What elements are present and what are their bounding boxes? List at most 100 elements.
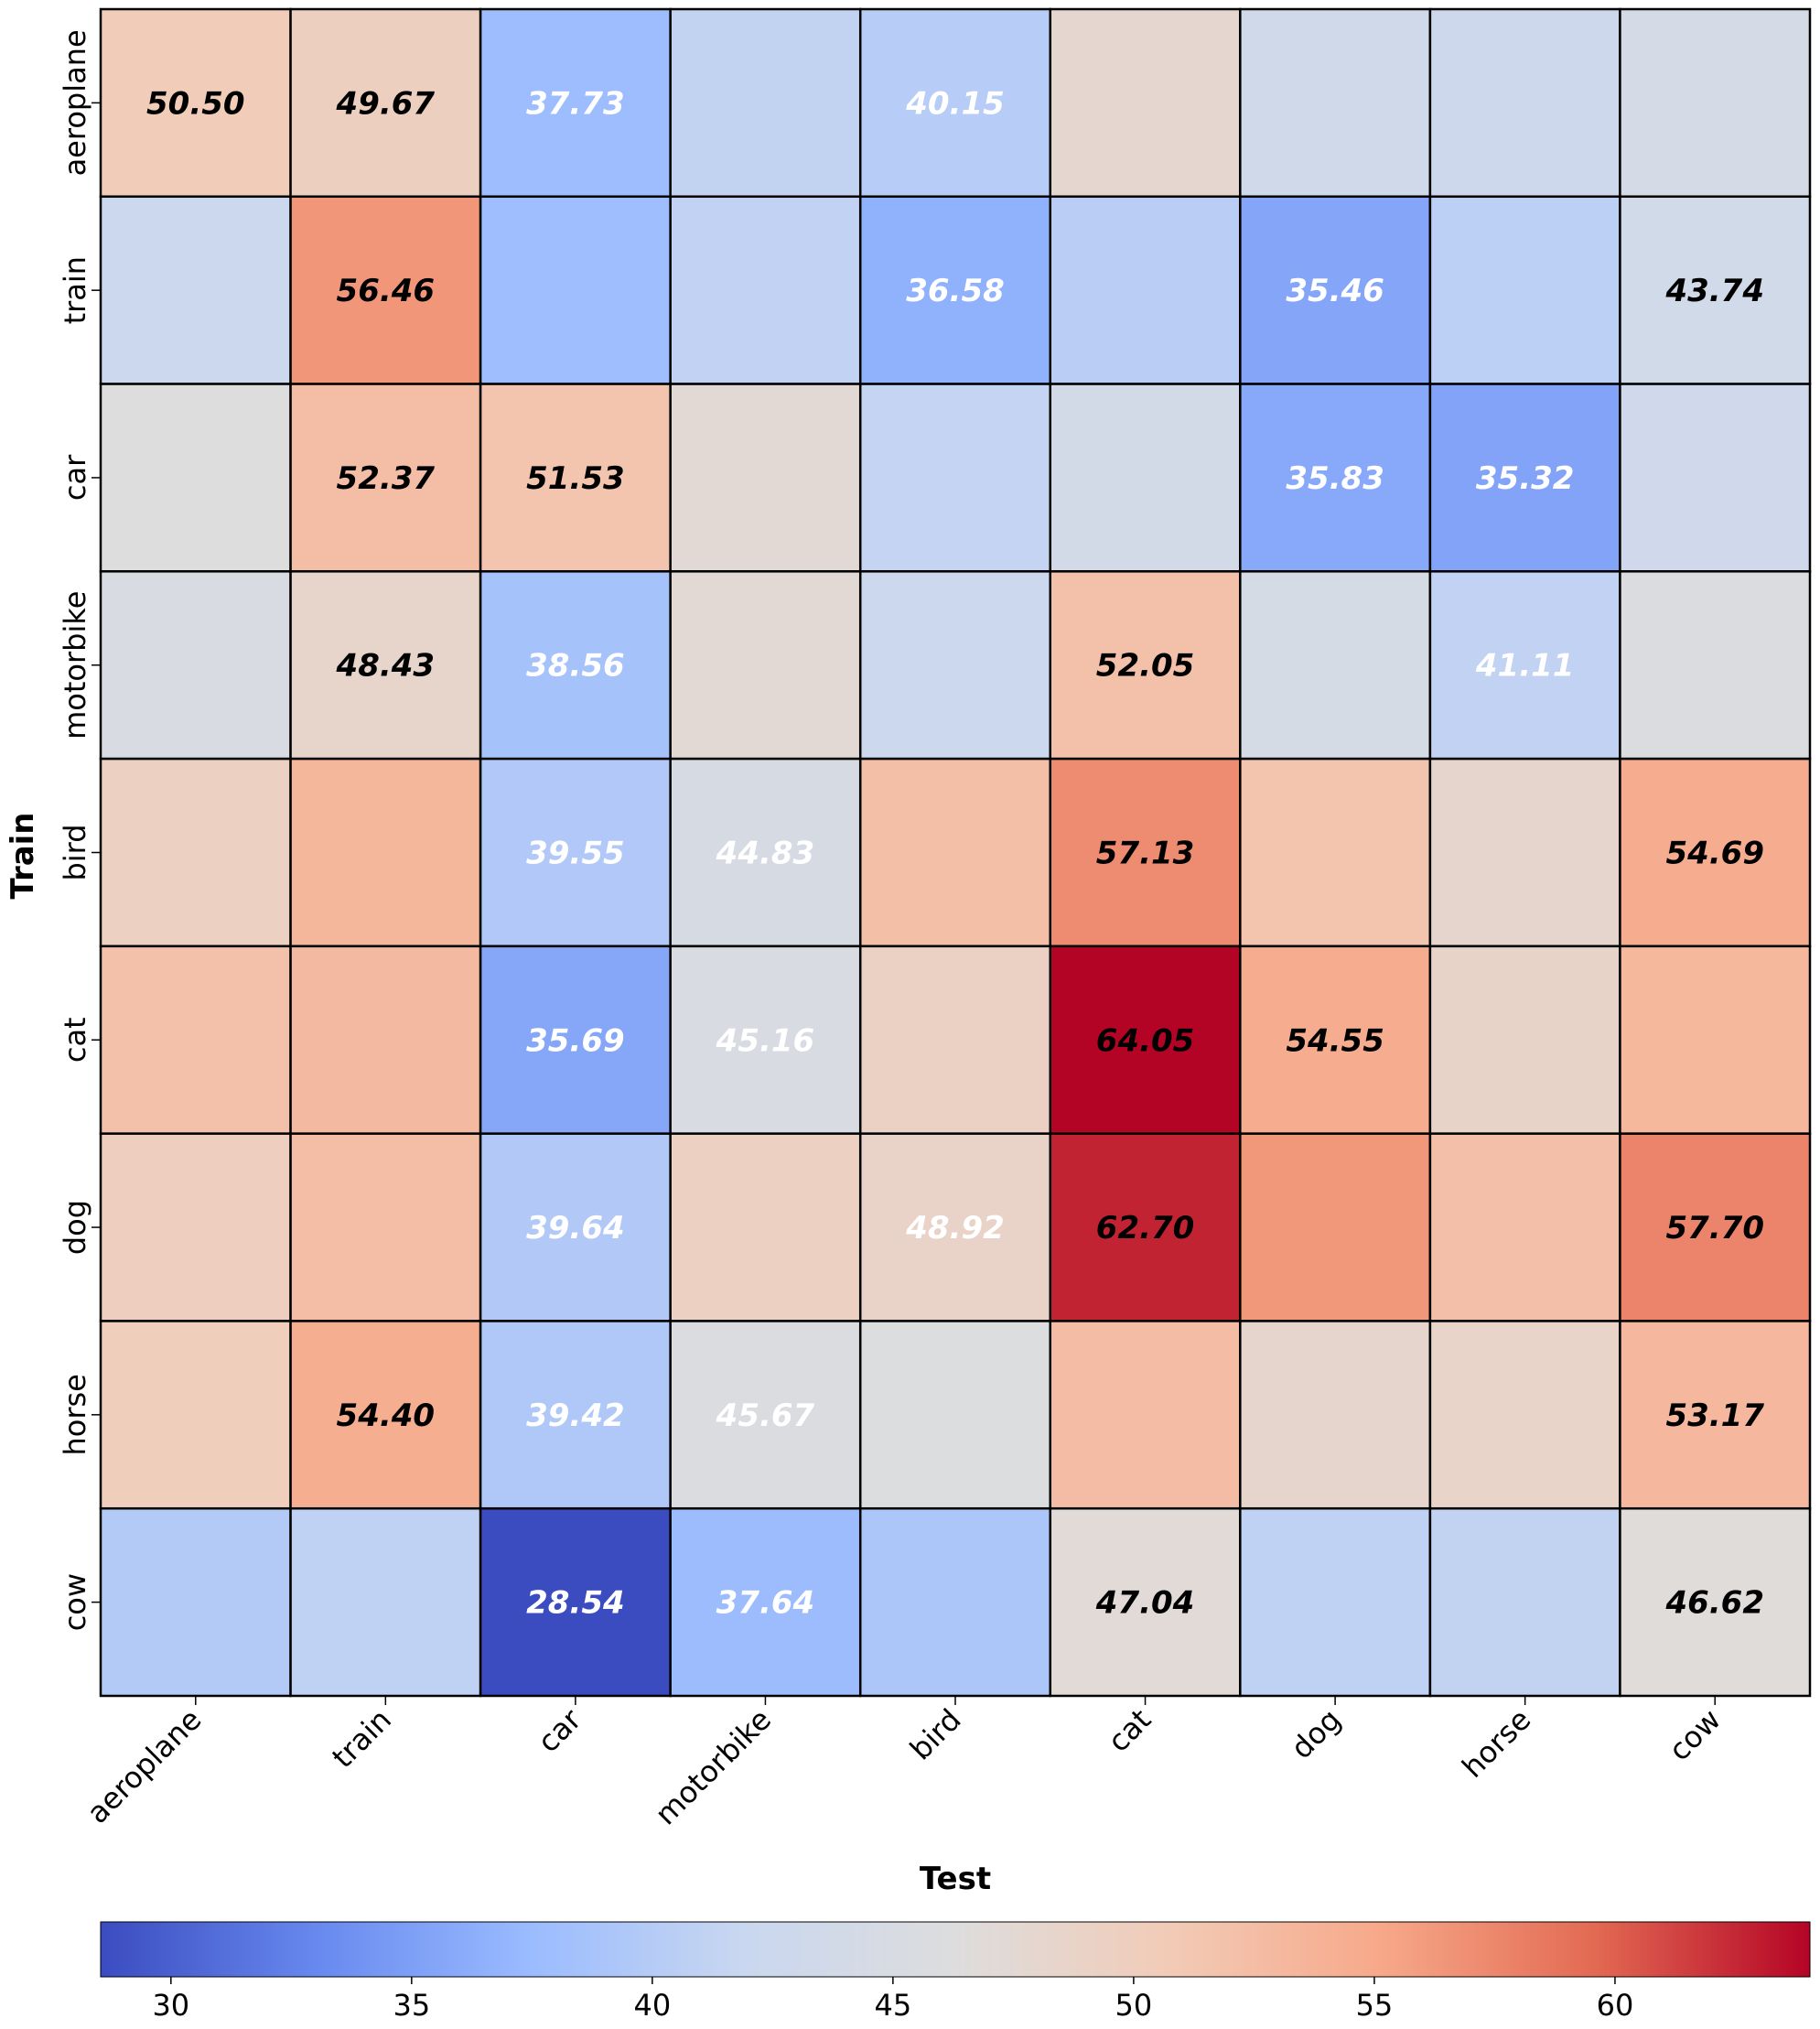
heatmap-cell-aeroplane-car — [479, 7, 672, 199]
heatmap-cell-aeroplane-train — [289, 7, 482, 199]
cell-label-aeroplane-car: 37.73 — [526, 85, 625, 122]
heatmap-cell-bird-cow — [1619, 757, 1812, 948]
heatmap-cell-cat-cow — [1619, 944, 1812, 1135]
heatmap-cell-motorbike-bird — [858, 570, 1052, 761]
heatmap-cell-car-bird — [858, 383, 1052, 573]
cell-label-horse-train: 54.40 — [337, 1398, 436, 1434]
heatmap-cell-motorbike-cow — [1619, 570, 1812, 761]
heatmap-cell-cow-dog — [1239, 1506, 1432, 1698]
heatmap-cell-horse-cat — [1049, 1320, 1242, 1510]
colorbar-tick-label-50: 50 — [1115, 1988, 1153, 2023]
x-tick-label-cat: cat — [1101, 1702, 1158, 1759]
heatmap-cell-cow-horse — [1428, 1506, 1621, 1698]
heatmap-cell-train-cow — [1619, 195, 1812, 385]
heatmap-cell-horse-train — [289, 1320, 482, 1510]
cell-label-motorbike-horse: 41.11 — [1475, 648, 1575, 685]
heatmap-cell-cow-bird — [858, 1506, 1052, 1698]
heatmap-cell-car-motorbike — [669, 383, 862, 573]
heatmap-cell-motorbike-dog — [1239, 570, 1432, 761]
cell-label-cat-dog: 54.55 — [1286, 1022, 1384, 1059]
heatmap-cell-bird-dog — [1239, 757, 1432, 948]
cell-label-motorbike-cat: 52.05 — [1096, 648, 1195, 685]
heatmap-cell-dog-car — [479, 1132, 672, 1322]
cell-label-horse-motorbike: 45.67 — [716, 1398, 815, 1434]
heatmap-cells — [99, 7, 1812, 1698]
heatmap-cell-cat-horse — [1428, 944, 1621, 1135]
colorbar-tick-label-35: 35 — [393, 1988, 430, 2023]
cell-label-train-dog: 35.46 — [1286, 273, 1384, 309]
x-tick-label-cow: cow — [1662, 1702, 1728, 1768]
cell-label-dog-bird: 48.92 — [905, 1210, 1005, 1247]
heatmap-cell-aeroplane-horse — [1428, 7, 1621, 199]
x-tick-label-train: train — [325, 1702, 398, 1775]
x-tick-label-motorbike: motorbike — [648, 1702, 778, 1832]
cell-label-cat-cat: 64.05 — [1096, 1022, 1195, 1059]
heatmap-cell-motorbike-horse — [1428, 570, 1621, 761]
heatmap-cell-dog-cat — [1049, 1132, 1242, 1322]
heatmap-cell-cat-car — [479, 944, 672, 1135]
cell-label-car-train: 52.37 — [337, 460, 436, 497]
heatmap-cell-train-bird — [858, 195, 1052, 385]
x-axis-label: Test — [920, 1861, 991, 1897]
heatmap-cell-cow-aeroplane — [99, 1506, 292, 1698]
cell-label-aeroplane-train: 49.67 — [336, 85, 436, 122]
heatmap-cell-car-cow — [1619, 383, 1812, 573]
cell-label-cow-cat: 47.04 — [1095, 1585, 1195, 1622]
heatmap-cell-car-cat — [1049, 383, 1242, 573]
cell-label-cat-motorbike: 45.16 — [716, 1022, 815, 1059]
x-axis-tick-labels: aeroplane train car motorbike bird cat dog hors… — [80, 1696, 1728, 1831]
y-tick-label-cow: cow — [58, 1573, 92, 1631]
heatmap-cell-horse-aeroplane — [99, 1320, 292, 1510]
heatmap-cell-cow-cow — [1619, 1506, 1812, 1698]
heatmap-cell-cow-cat — [1049, 1506, 1242, 1698]
heatmap-cell-bird-train — [289, 757, 482, 948]
y-axis-tick-labels: aeroplane train car motorbike bird cat dog hors… — [58, 29, 101, 1631]
colorbar-tick-label-45: 45 — [875, 1988, 912, 2023]
colorbar: 30 35 40 45 50 55 60 — [100, 1921, 1811, 2023]
heatmap-cell-bird-cat — [1049, 757, 1242, 948]
colorbar-gradient — [100, 1921, 1811, 1978]
heatmap-cell-cat-bird — [858, 944, 1052, 1135]
x-tick-label-horse: horse — [1455, 1702, 1537, 1785]
cell-label-horse-cow: 53.17 — [1665, 1398, 1764, 1434]
cell-label-car-horse: 35.32 — [1476, 460, 1575, 497]
heatmap-cell-cat-motorbike — [669, 944, 862, 1135]
cell-label-train-bird: 36.58 — [906, 273, 1005, 309]
y-axis-label: Train — [5, 812, 41, 899]
cell-label-train-train: 56.46 — [337, 273, 436, 309]
heatmap-cell-car-aeroplane — [99, 383, 292, 573]
heatmap-cell-dog-horse — [1428, 1132, 1621, 1322]
colorbar-tick-label-40: 40 — [633, 1988, 671, 2023]
cell-label-bird-cat: 57.13 — [1096, 836, 1195, 872]
heatmap-cell-bird-bird — [858, 757, 1052, 948]
heatmap-cell-cat-train — [289, 944, 482, 1135]
heatmap-cell-cat-aeroplane — [99, 944, 292, 1135]
cell-label-cow-car: 28.54 — [526, 1585, 625, 1622]
cell-label-car-dog: 35.83 — [1286, 460, 1384, 497]
heatmap-cell-dog-cow — [1619, 1132, 1812, 1322]
colorbar-tick-label-55: 55 — [1356, 1988, 1394, 2023]
heatmap-cell-dog-aeroplane — [99, 1132, 292, 1322]
cell-label-car-car: 51.53 — [526, 460, 625, 497]
cell-label-bird-car: 39.55 — [526, 836, 625, 872]
heatmap-cell-aeroplane-cat — [1049, 7, 1242, 199]
cell-label-aeroplane-aeroplane: 50.50 — [146, 85, 245, 122]
heatmap-cell-horse-horse — [1428, 1320, 1621, 1510]
heatmap-cell-train-motorbike — [669, 195, 862, 385]
cell-label-aeroplane-bird: 40.15 — [905, 85, 1005, 122]
y-tick-label-train: train — [58, 256, 92, 324]
x-tick-label-aeroplane: aeroplane — [80, 1702, 208, 1830]
heatmap-cell-car-horse — [1428, 383, 1621, 573]
heatmap-cell-bird-motorbike — [669, 757, 862, 948]
heatmap-cell-aeroplane-cow — [1619, 7, 1812, 199]
cell-label-cow-motorbike: 37.64 — [716, 1585, 815, 1622]
cell-label-dog-car: 39.64 — [526, 1210, 625, 1247]
cell-label-dog-cow: 57.70 — [1665, 1210, 1764, 1247]
y-tick-label-car: car — [58, 454, 92, 501]
cell-label-horse-car: 39.42 — [526, 1398, 625, 1434]
heatmap-cell-train-horse — [1428, 195, 1621, 385]
y-tick-label-motorbike: motorbike — [58, 591, 92, 739]
heatmap-cell-cat-cat — [1049, 944, 1242, 1135]
cell-label-motorbike-car: 38.56 — [526, 648, 625, 685]
x-tick-label-car: car — [531, 1701, 588, 1759]
